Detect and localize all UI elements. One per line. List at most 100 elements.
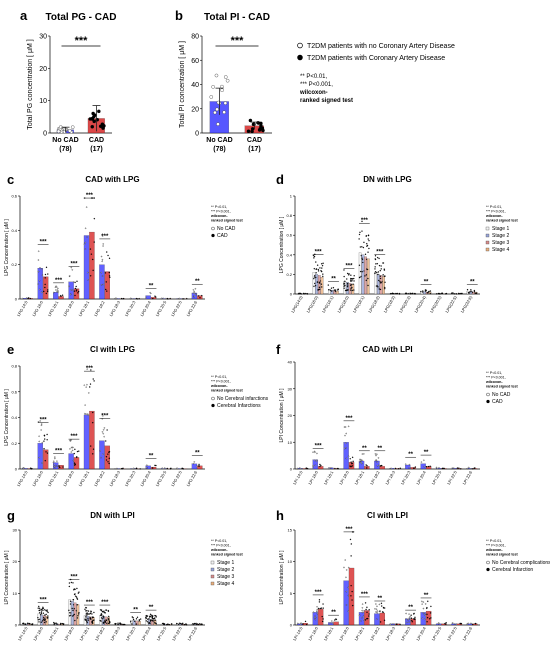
- significance-label-c: ***: [40, 239, 48, 245]
- data-point-g: [86, 620, 88, 623]
- y-tick-label-g: 30: [13, 528, 18, 533]
- significance-label-f: **: [377, 446, 382, 452]
- data-point-d: [346, 284, 349, 286]
- data-point-f: [443, 467, 445, 470]
- data-point-g: [100, 620, 102, 622]
- data-point-f: [351, 462, 353, 465]
- data-point-g: [194, 623, 196, 625]
- chart-title-h: CI with LPI: [367, 511, 408, 520]
- data-point-f: [316, 452, 318, 455]
- category-label-g: LPI 18:1: [78, 625, 90, 641]
- data-point-f: [472, 468, 474, 470]
- data-point-f: [442, 467, 444, 470]
- data-point-c: [38, 280, 41, 282]
- category-label-h: LPI 20:5: [431, 625, 443, 641]
- data-point-f: [458, 467, 460, 469]
- data-point-b: [215, 107, 219, 112]
- data-point-c: [74, 281, 76, 284]
- legend-label-c: No CAD: [217, 226, 236, 232]
- data-point-d: [379, 282, 382, 284]
- data-point-f: [361, 459, 363, 462]
- data-point-e: [100, 456, 102, 459]
- data-point-d: [368, 247, 370, 250]
- y-tick-label-c: 0.4: [11, 228, 17, 233]
- data-point-f: [452, 467, 454, 469]
- data-point-c: [102, 245, 104, 247]
- data-point-h: [381, 605, 383, 607]
- data-point-d: [361, 246, 363, 248]
- data-point-g: [44, 609, 46, 611]
- data-point-g: [100, 614, 102, 617]
- stats-note-c: wilcoxon-: [210, 214, 228, 218]
- data-point-e: [53, 460, 55, 462]
- significance-label-f: **: [424, 450, 429, 456]
- data-point-d: [390, 293, 392, 295]
- data-point-h: [437, 622, 440, 625]
- data-point-f: [305, 467, 307, 470]
- data-point-g: [145, 620, 147, 622]
- data-point-c: [61, 294, 64, 296]
- data-point-g: [71, 615, 74, 617]
- stats-note-f: *** P<0.001,: [486, 376, 506, 380]
- y-tick-label-f: 40: [288, 360, 293, 365]
- data-point-g: [53, 624, 55, 626]
- significance-label-a: ***: [75, 35, 89, 47]
- data-point-f: [420, 461, 423, 463]
- legend-marker-e: [211, 403, 215, 408]
- data-point-c: [192, 289, 195, 291]
- significance-label-d: ***: [361, 218, 369, 224]
- data-point-d: [344, 284, 346, 287]
- stats-note-g: *** P<0.001,: [211, 544, 231, 548]
- data-point-c: [75, 285, 77, 288]
- data-point-g: [78, 591, 80, 593]
- data-point-c: [55, 289, 57, 291]
- significance-label-h: **: [377, 596, 382, 602]
- data-point-e: [107, 453, 109, 455]
- category-label-c: LPG 16:0: [31, 299, 44, 317]
- data-point-g: [38, 605, 40, 608]
- data-point-d: [361, 258, 364, 261]
- data-point-e: [92, 448, 95, 450]
- data-point-h: [331, 622, 333, 624]
- data-point-g: [84, 619, 86, 621]
- data-point-h: [374, 608, 376, 610]
- data-point-c: [93, 241, 95, 243]
- data-point-g: [100, 609, 103, 611]
- data-point-d: [380, 265, 382, 267]
- data-point-e: [53, 464, 55, 466]
- data-point-c: [40, 291, 43, 294]
- data-point-g: [68, 615, 71, 617]
- data-point-d: [384, 281, 386, 283]
- data-point-e: [88, 392, 90, 394]
- data-point-f: [399, 467, 401, 469]
- data-point-g: [73, 588, 75, 590]
- data-point-c: [192, 292, 195, 294]
- legend-marker-f: [486, 392, 490, 397]
- data-point-d: [315, 276, 317, 279]
- data-point-d: [365, 235, 367, 237]
- y-axis-label-c: LPG Concentration [ μM ]: [4, 219, 10, 276]
- category-label-d: LPG(20:3): [398, 294, 412, 313]
- data-point-f: [376, 465, 379, 467]
- data-point-g: [40, 621, 42, 623]
- data-point-d: [306, 293, 308, 295]
- data-point-g: [192, 623, 194, 625]
- data-point-h: [379, 610, 381, 612]
- data-point-d: [366, 242, 368, 245]
- category-label-h: LPI 22:6: [461, 625, 473, 641]
- data-point-e: [195, 465, 198, 468]
- data-point-e: [108, 462, 110, 465]
- category-label-c: LPG 18:2: [93, 299, 106, 317]
- data-point-e: [102, 453, 104, 455]
- data-point-h: [297, 622, 299, 625]
- bar-c: [89, 231, 95, 300]
- category-label-e: LPG 16:0: [31, 469, 44, 487]
- data-point-g: [136, 616, 139, 618]
- data-point-g: [42, 619, 45, 621]
- data-point-c: [84, 241, 87, 244]
- significance-label-e: ***: [70, 434, 78, 440]
- data-point-g: [149, 613, 152, 616]
- data-point-e: [39, 420, 41, 422]
- data-point-g: [87, 613, 90, 615]
- data-point-c: [74, 294, 76, 297]
